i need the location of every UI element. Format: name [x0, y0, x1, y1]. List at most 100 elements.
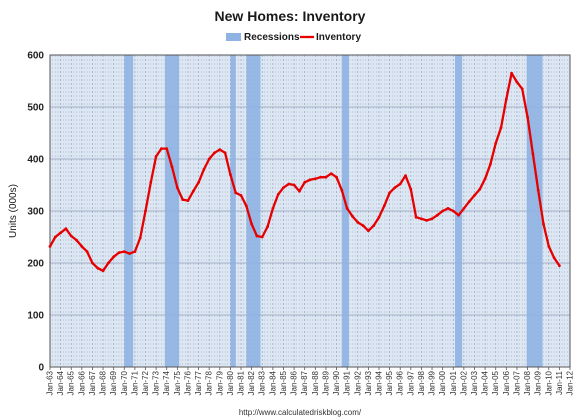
inventory-point [271, 207, 275, 210]
inventory-point [101, 269, 105, 273]
x-tick-label: Jan-03 [470, 370, 479, 395]
inventory-point [547, 245, 551, 248]
inventory-point [223, 151, 227, 155]
inventory-point [510, 71, 513, 75]
y-axis-label: Units (000s) [8, 184, 19, 238]
inventory-point [467, 200, 471, 204]
inventory-point [107, 261, 110, 265]
x-tick-label: Jan-12 [566, 370, 575, 395]
inventory-point [414, 215, 418, 219]
x-tick-label: Jan-06 [502, 370, 511, 395]
inventory-point [112, 255, 116, 259]
inventory-point [478, 187, 482, 191]
x-tick-label: Jan-97 [406, 370, 415, 395]
x-tick-label: Jan-69 [109, 370, 118, 395]
x-tick-label: Jan-71 [130, 370, 139, 395]
y-tick-label: 0 [38, 363, 44, 374]
inventory-point [425, 219, 429, 222]
inventory-point [457, 213, 460, 217]
inventory-point [160, 147, 163, 151]
inventory-point [197, 181, 201, 184]
inventory-point [175, 186, 179, 190]
inventory-point [520, 87, 524, 91]
inventory-point [367, 229, 370, 233]
recession-band [124, 55, 134, 367]
x-tick-label: Jan-67 [88, 370, 97, 395]
x-tick-label: Jan-78 [205, 370, 214, 395]
inventory-point [239, 194, 243, 197]
x-tick-label: Jan-11 [555, 370, 564, 394]
inventory-point [324, 175, 328, 179]
x-tick-label: Jan-96 [396, 370, 405, 395]
inventory-point [91, 261, 94, 265]
x-tick-label: Jan-80 [226, 370, 235, 395]
inventory-point [59, 231, 62, 235]
recession-band [164, 55, 180, 367]
x-tick-label: Jan-65 [67, 370, 76, 395]
inventory-point [250, 222, 254, 226]
source-text: http://www.calculatedriskblog.com/ [239, 408, 362, 417]
inventory-point [420, 217, 423, 221]
inventory-point [531, 152, 535, 156]
x-tick-label: Jan-82 [247, 370, 256, 395]
inventory-point [276, 193, 280, 196]
inventory-point [303, 181, 307, 184]
inventory-point [80, 245, 84, 248]
x-tick-label: Jan-99 [428, 370, 437, 395]
inventory-point [191, 189, 195, 193]
recession-band [526, 55, 543, 367]
x-tick-label: Jan-98 [417, 370, 426, 395]
x-tick-label: Jan-75 [173, 370, 182, 395]
inventory-point [313, 177, 317, 181]
x-tick-label: Jan-90 [332, 370, 341, 395]
x-tick-label: Jan-77 [194, 370, 203, 395]
inventory-point [499, 126, 503, 130]
recession-band [230, 55, 236, 367]
inventory-point [64, 227, 68, 231]
inventory-point [53, 235, 57, 239]
inventory-point [149, 181, 153, 184]
inventory-point [287, 182, 291, 186]
inventory-point [207, 157, 211, 161]
x-tick-label: Jan-93 [364, 370, 373, 395]
inventory-point [266, 225, 269, 229]
inventory-point [319, 175, 322, 179]
x-tick-label: Jan-88 [311, 370, 320, 395]
inventory-point [515, 80, 519, 84]
y-tick-label: 400 [27, 155, 44, 166]
inventory-point [122, 250, 126, 254]
x-tick-label: Jan-10 [544, 370, 553, 395]
inventory-point [558, 264, 561, 267]
inventory-point [536, 188, 540, 192]
inventory-point [409, 187, 413, 191]
inventory-point [388, 191, 391, 195]
x-tick-label: Jan-74 [162, 370, 171, 395]
x-tick-label: Jan-64 [56, 370, 65, 395]
plot-area [48, 54, 571, 368]
inventory-point [356, 221, 360, 224]
inventory-point [329, 172, 333, 176]
inventory-point [69, 234, 73, 238]
inventory-point [451, 209, 455, 213]
x-tick-label: Jan-07 [512, 370, 521, 395]
x-tick-label: Jan-01 [449, 370, 458, 395]
x-tick-label: Jan-72 [141, 370, 150, 395]
inventory-point [260, 235, 264, 239]
y-tick-label: 600 [27, 51, 44, 62]
inventory-point [75, 238, 78, 242]
x-tick-label: Jan-95 [385, 370, 394, 395]
inventory-point [494, 142, 498, 145]
x-tick-label: Jan-02 [459, 370, 468, 395]
inventory-point [218, 148, 222, 152]
x-tick-label: Jan-66 [77, 370, 86, 395]
inventory-point [393, 186, 397, 190]
x-tick-label: Jan-08 [523, 370, 532, 395]
x-tick-label: Jan-87 [300, 370, 309, 395]
x-tick-label: Jan-76 [183, 370, 192, 395]
inventory-point [85, 250, 89, 254]
inventory-point [404, 174, 407, 178]
inventory-point [128, 252, 132, 256]
inventory-point [441, 209, 445, 213]
recession-band [455, 55, 463, 367]
